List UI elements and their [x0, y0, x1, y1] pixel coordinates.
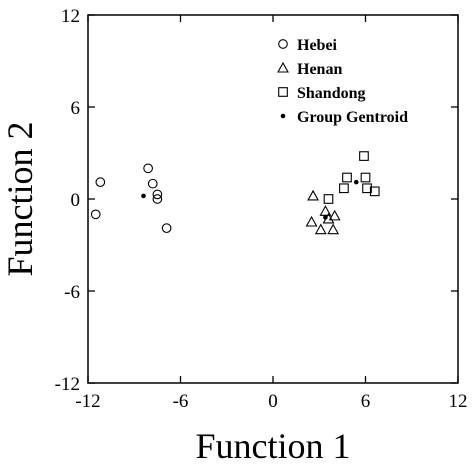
group-gentroid-point	[323, 215, 328, 220]
hebei-point	[161, 223, 172, 233]
shandong-point	[342, 172, 352, 183]
shandong-point	[323, 194, 334, 204]
x-tick-label: 0	[268, 391, 278, 412]
legend-shandong-label: Shandong	[297, 85, 366, 102]
axis-ticks: -12 -6 0 6 12 -12 -6 0 6 12	[55, 6, 468, 412]
y-tick-label: -6	[64, 282, 80, 303]
plot-frame	[87, 14, 459, 384]
data-points	[90, 151, 380, 235]
hebei-point	[95, 177, 106, 187]
henan-point	[328, 209, 341, 221]
shandong-point	[362, 183, 372, 194]
hebei-point	[147, 178, 158, 189]
group-gentroid-point	[141, 193, 146, 199]
legend-group-gentroid-label: Group Gentroid	[297, 109, 408, 126]
legend-group-gentroid-marker	[280, 113, 286, 119]
x-tick-label: 6	[361, 391, 371, 412]
legend: Hebei Henan Shandong Group Gentroid	[277, 37, 408, 126]
group-gentroid-point	[353, 179, 359, 185]
hebei-point	[152, 189, 163, 200]
legend-shandong-marker	[278, 87, 288, 97]
legend-hebei-marker	[278, 39, 288, 49]
y-tick-label: 6	[71, 98, 81, 119]
shandong-point	[359, 151, 369, 161]
hebei-point	[90, 209, 101, 220]
henan-point	[314, 223, 327, 235]
henan-point	[305, 215, 318, 227]
legend-henan-marker	[277, 61, 289, 73]
hebei-point	[143, 163, 153, 174]
legend-hebei-label: Hebei	[297, 37, 338, 54]
y-axis-title: Function 2	[0, 121, 40, 276]
shandong-point	[369, 186, 380, 197]
x-tick-label: -6	[173, 391, 189, 412]
henan-point	[307, 189, 320, 201]
x-tick-label: -12	[75, 391, 100, 412]
x-axis-title: Function 1	[195, 426, 350, 466]
y-tick-label: 0	[71, 190, 81, 211]
shandong-point	[360, 172, 371, 183]
y-tick-label: 12	[61, 6, 80, 27]
henan-point	[327, 223, 340, 235]
x-tick-label: 12	[449, 391, 468, 412]
legend-henan-label: Henan	[297, 61, 342, 78]
shandong-point	[339, 183, 349, 194]
hebei-point	[152, 194, 163, 204]
y-tick-label: -12	[55, 374, 80, 395]
